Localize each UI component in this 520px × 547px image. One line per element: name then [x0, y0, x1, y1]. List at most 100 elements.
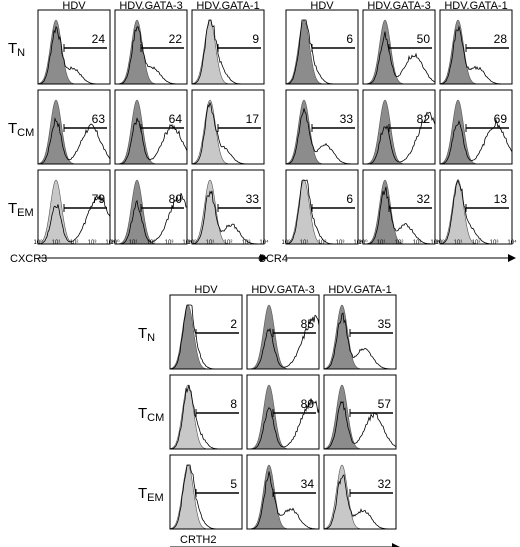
- control-histogram: [37, 19, 110, 85]
- histogram-panel: 34: [246, 454, 320, 530]
- panel-frame: [362, 169, 436, 245]
- control-histogram: [169, 464, 242, 530]
- panel-frame: [114, 169, 188, 245]
- control-histogram: [246, 384, 319, 450]
- histogram-panel: 2: [169, 294, 243, 370]
- control-histogram: [362, 19, 435, 85]
- control-histogram: [246, 304, 319, 370]
- stain-histogram: [38, 194, 111, 245]
- percent-positive-label: 79: [92, 192, 106, 206]
- stain-histogram: [38, 117, 111, 165]
- percent-positive-label: 6: [346, 32, 353, 46]
- control-histogram: [323, 464, 396, 530]
- percent-positive-label: 64: [169, 112, 183, 126]
- histogram-panel: 64: [114, 89, 188, 165]
- histogram-panel: 6: [285, 169, 359, 245]
- row-label: TCM: [8, 120, 34, 139]
- histogram-panel: 79: [37, 169, 111, 245]
- control-histogram: [114, 179, 187, 245]
- control-histogram: [246, 464, 319, 530]
- x-axis-label: CRTH2: [180, 534, 216, 546]
- stain-histogram: [115, 192, 188, 245]
- row-label: TN: [138, 325, 155, 344]
- percent-positive-label: 80: [301, 397, 315, 411]
- panel-frame: [323, 454, 397, 530]
- panel-frame: [114, 89, 188, 165]
- percent-positive-label: 69: [494, 112, 508, 126]
- column-header: HDV.GATA-1: [196, 0, 259, 12]
- column-header: HDV: [62, 0, 86, 12]
- control-histogram: [169, 304, 242, 370]
- percent-positive-label: 9: [252, 32, 259, 46]
- panel-frame: [37, 89, 111, 165]
- x-tick-label: 10¹: [454, 240, 463, 246]
- percent-positive-label: 28: [494, 32, 508, 46]
- panel-frame: [191, 169, 265, 245]
- x-axis-label: CCR4: [258, 253, 288, 265]
- control-histogram: [362, 179, 435, 245]
- percent-positive-label: 80: [169, 192, 183, 206]
- panel-frame: [169, 454, 243, 530]
- panel-frame: [362, 89, 436, 165]
- percent-positive-label: 50: [417, 32, 431, 46]
- histogram-panel: 50: [362, 9, 436, 85]
- x-tick-label: 10⁰: [33, 239, 43, 246]
- panel-frame: [323, 374, 397, 450]
- panel-frame: [246, 454, 320, 530]
- histogram-panel: 35: [323, 294, 397, 370]
- control-histogram: [285, 19, 358, 85]
- row-label: TN: [8, 40, 25, 59]
- panel-frame: [285, 89, 359, 165]
- histogram-panel: 82: [362, 89, 436, 165]
- x-tick-label: 10⁴: [507, 239, 517, 246]
- x-tick-label: 10⁰: [281, 239, 291, 246]
- x-tick-label: 10¹: [52, 240, 61, 246]
- percent-positive-label: 24: [92, 32, 106, 46]
- histogram-panels: HDV HDV.GATA-3 HDV.GATA-1 24 22 9 63 64 17 79 80 33…: [8, 0, 517, 547]
- panel-frame: [191, 9, 265, 85]
- x-tick-label: 10³: [88, 240, 97, 246]
- histogram-panel: 9: [191, 9, 265, 85]
- percent-positive-label: 2: [230, 317, 237, 331]
- control-histogram: [323, 304, 396, 370]
- x-tick-label: 10³: [242, 240, 251, 246]
- control-histogram: [285, 179, 358, 245]
- control-histogram: [285, 99, 358, 165]
- column-header: HDV.GATA-3: [367, 0, 430, 12]
- panel-frame: [285, 9, 359, 85]
- control-histogram: [37, 99, 110, 165]
- histogram-panel: 17: [191, 89, 265, 165]
- column-header: HDV: [194, 284, 218, 296]
- histogram-panel: 28: [439, 9, 513, 85]
- stain-histogram: [323, 312, 396, 370]
- control-histogram: [439, 19, 512, 85]
- stain-histogram: [247, 314, 320, 370]
- stain-histogram: [191, 190, 264, 245]
- percent-positive-label: 82: [417, 112, 431, 126]
- panel-frame: [191, 89, 265, 165]
- percent-positive-label: 22: [169, 32, 183, 46]
- histogram-panel: 57: [323, 374, 397, 450]
- panel-frame: [439, 9, 513, 85]
- control-histogram: [169, 384, 242, 450]
- column-header: HDV.GATA-3: [119, 0, 182, 12]
- x-tick-label: 10⁴: [105, 239, 115, 246]
- percent-positive-label: 8: [230, 397, 237, 411]
- control-histogram: [191, 99, 264, 165]
- stain-histogram: [247, 471, 320, 530]
- stain-histogram: [363, 31, 436, 85]
- percent-positive-label: 6: [346, 192, 353, 206]
- histogram-panel: 6: [285, 9, 359, 85]
- panel-frame: [169, 374, 243, 450]
- histogram-panel: 24: [37, 9, 111, 85]
- x-tick-label: 10²: [147, 240, 156, 246]
- percent-positive-label: 57: [378, 397, 392, 411]
- histogram-panel: 32: [362, 169, 436, 245]
- x-tick-label: 10²: [224, 240, 233, 246]
- percent-positive-label: 5: [230, 477, 237, 491]
- percent-positive-label: 17: [246, 112, 260, 126]
- histogram-panel: 33: [285, 89, 359, 165]
- percent-positive-label: 13: [494, 192, 508, 206]
- x-tick-label: 10²: [472, 240, 481, 246]
